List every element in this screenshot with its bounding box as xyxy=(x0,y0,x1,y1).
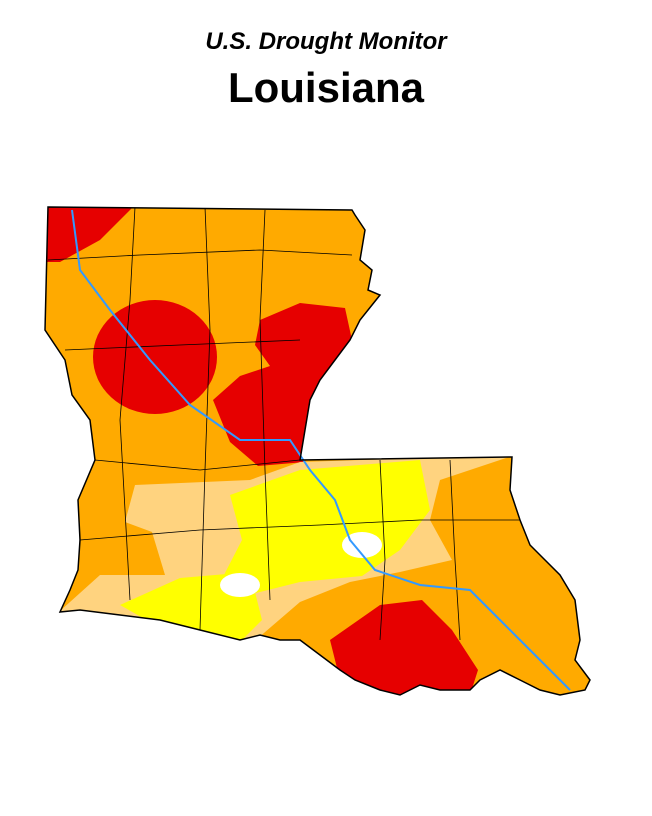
d0-area xyxy=(210,460,430,602)
d3-area xyxy=(213,303,352,466)
river xyxy=(71,209,571,691)
d3-area xyxy=(45,207,140,262)
title: U.S. Drought Monitor xyxy=(205,28,447,55)
d3-area xyxy=(330,600,478,695)
d3-area xyxy=(93,300,217,414)
no-drought-area xyxy=(342,532,382,558)
no-drought-area xyxy=(220,573,260,597)
parish-lines xyxy=(47,207,520,641)
state-name: Louisiana xyxy=(227,64,425,111)
